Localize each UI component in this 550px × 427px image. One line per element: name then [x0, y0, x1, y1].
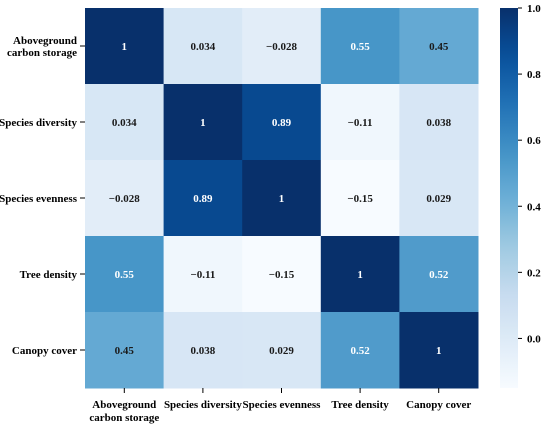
- heatmap-cell: [163, 236, 243, 313]
- heatmap-cell: [163, 8, 243, 85]
- heatmap-cell: [242, 160, 322, 237]
- heatmap-cells: [85, 8, 479, 389]
- heatmap-cell: [399, 236, 479, 313]
- heatmap-cell: [399, 312, 479, 389]
- colorbar-tick-label: 0.8: [527, 69, 541, 81]
- cell-value-label: 1: [357, 269, 363, 281]
- cell-value-label: −0.028: [109, 193, 141, 205]
- heatmap-cell: [320, 8, 400, 85]
- cell-value-label: 0.034: [112, 117, 137, 129]
- column-labels: Aboveground carbon storage Species diversi…: [89, 388, 471, 424]
- heatmap-cell: [242, 236, 322, 313]
- column-label: Tree density: [331, 399, 389, 411]
- column-label: Species evenness: [243, 399, 322, 411]
- heatmap-cell: [85, 236, 165, 313]
- heatmap-cell: [85, 312, 165, 389]
- row-label: Aboveground carbon storage: [7, 35, 77, 59]
- heatmap-cell: [85, 160, 165, 237]
- heatmap-cell: [320, 236, 400, 313]
- heatmap-cell: [320, 160, 400, 237]
- cell-value-label: 0.52: [350, 345, 370, 357]
- cell-value-label: 1: [200, 117, 206, 129]
- cell-value-label: 0.038: [191, 345, 216, 357]
- cell-value-label: −0.15: [347, 193, 373, 205]
- heatmap-cell: [242, 84, 322, 161]
- row-label: Canopy cover: [12, 345, 77, 357]
- cell-value-label: −0.15: [269, 269, 295, 281]
- heatmap-cell: [85, 8, 165, 85]
- colorbar-tick-label: 0.6: [527, 135, 541, 147]
- colorbar-tick-label: 0.2: [527, 267, 541, 279]
- cell-value-label: 0.029: [426, 193, 451, 205]
- cell-value-label: 0.038: [426, 117, 451, 129]
- cell-value-label: 0.55: [350, 41, 370, 53]
- colorbar-tick-label: 0.0: [527, 333, 541, 345]
- cell-value-label: 0.89: [193, 193, 213, 205]
- cell-value-label: 0.45: [429, 41, 449, 53]
- heatmap-cell: [85, 84, 165, 161]
- cell-value-label: 0.52: [429, 269, 449, 281]
- row-label: Species evenness: [0, 193, 78, 205]
- row-labels: Aboveground carbon storage Species diversi…: [0, 35, 85, 357]
- column-label: Canopy cover: [406, 399, 471, 411]
- colorbar-tick-label: 0.4: [527, 201, 541, 213]
- cell-value-label: −0.11: [190, 269, 215, 281]
- row-label: Species diversity: [0, 117, 77, 129]
- cell-value-label: 0.45: [115, 345, 135, 357]
- heatmap-cell-labels: 1 0.034 −0.028 0.55 0.45 0.034 1 0.89 −0.11 0.038…: [109, 41, 452, 357]
- colorbar-tick-label: 1.0: [527, 3, 541, 15]
- cell-value-label: 1: [122, 41, 128, 53]
- colorbar-gradient: [500, 8, 518, 388]
- cell-value-label: −0.11: [348, 117, 373, 129]
- cell-value-label: 1: [436, 345, 442, 357]
- column-label: Aboveground carbon storage: [89, 399, 159, 424]
- heatmap-cell: [163, 312, 243, 389]
- cell-value-label: 0.029: [269, 345, 294, 357]
- heatmap-cell: [320, 312, 400, 389]
- row-label: Tree density: [20, 269, 78, 281]
- column-label: Species diversity: [164, 399, 242, 411]
- cell-value-label: 0.55: [115, 269, 135, 281]
- cell-value-label: 0.034: [191, 41, 216, 53]
- colorbar: 0.0 0.2 0.4 0.6 0.8 1.0: [500, 3, 541, 388]
- heatmap-cell: [242, 8, 322, 85]
- heatmap-cell: [163, 160, 243, 237]
- heatmap-cell: [242, 312, 322, 389]
- cell-value-label: 0.89: [272, 117, 292, 129]
- cell-value-label: −0.028: [266, 41, 298, 53]
- heatmap-cell: [399, 160, 479, 237]
- heatmap-cell: [320, 84, 400, 161]
- cell-value-label: 1: [279, 193, 285, 205]
- heatmap-cell: [163, 84, 243, 161]
- heatmap-cell: [399, 8, 479, 85]
- heatmap-cell: [399, 84, 479, 161]
